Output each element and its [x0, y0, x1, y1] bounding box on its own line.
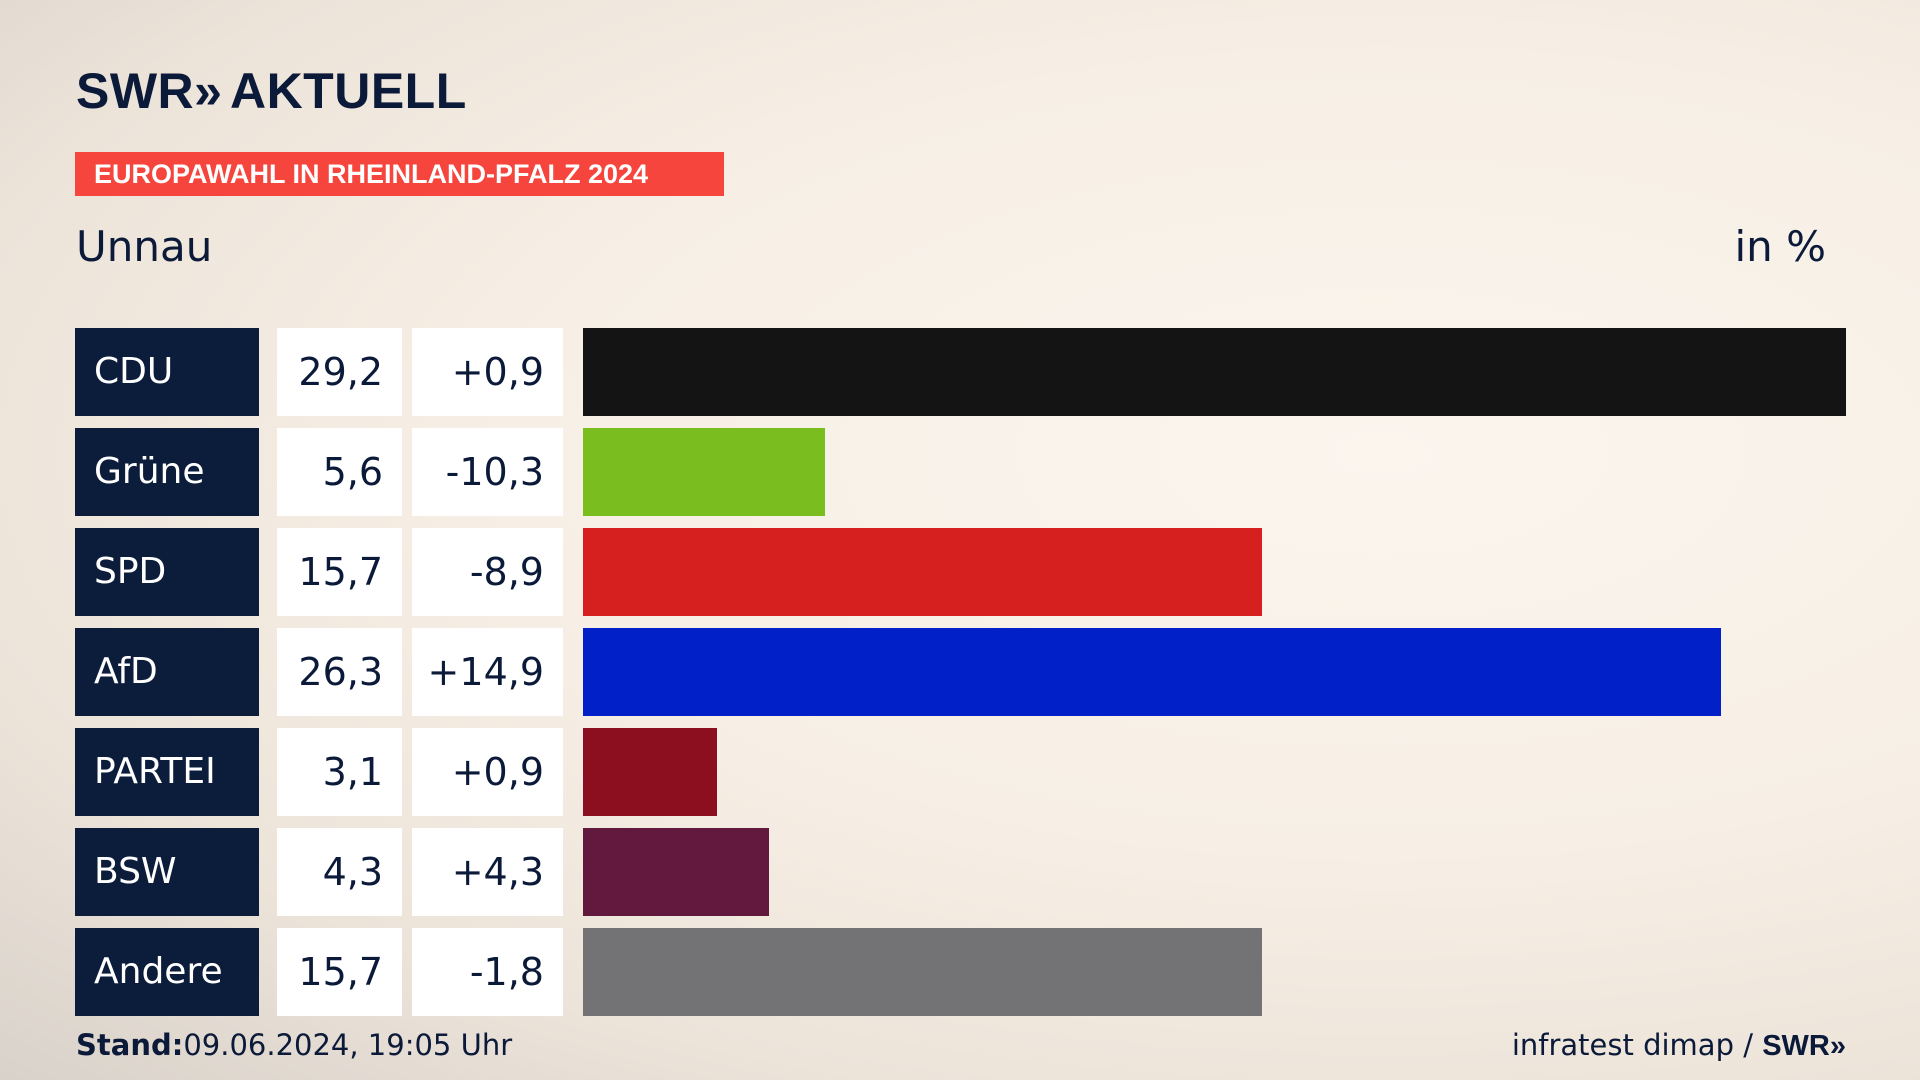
- vote-share-value: 26,3: [277, 628, 402, 716]
- swr-aktuell-logo: SWR» AKTUELL: [76, 63, 467, 119]
- vote-change-value: -10,3: [412, 428, 563, 516]
- party-label: Andere: [75, 928, 259, 1016]
- result-bar: [583, 728, 717, 816]
- result-row: AfD 26,3 +14,9: [75, 628, 1846, 716]
- source-label: infratest dimap /: [1511, 1028, 1753, 1062]
- result-row: Andere 15,7 -1,8: [75, 928, 1846, 1016]
- swr-logo: SWR»: [1762, 1030, 1846, 1062]
- result-bar: [583, 328, 1846, 416]
- vote-change-value: -1,8: [412, 928, 563, 1016]
- result-row: PARTEI 3,1 +0,9: [75, 728, 1846, 816]
- party-label: Grüne: [75, 428, 259, 516]
- vote-change-value: +0,9: [412, 328, 563, 416]
- election-banner: EUROPAWAHL IN RHEINLAND-PFALZ 2024: [75, 152, 724, 196]
- region-title: Unnau: [76, 222, 213, 271]
- result-row: BSW 4,3 +4,3: [75, 828, 1846, 916]
- vote-change-value: +0,9: [412, 728, 563, 816]
- vote-change-value: -8,9: [412, 528, 563, 616]
- source-credit: infratest dimap / SWR»: [1512, 1028, 1846, 1063]
- result-bar: [583, 428, 825, 516]
- vote-share-value: 15,7: [277, 928, 402, 1016]
- vote-change-value: +14,9: [412, 628, 563, 716]
- result-bar: [583, 628, 1721, 716]
- unit-label: in %: [1734, 222, 1826, 271]
- chevron-double-right-icon: »: [194, 63, 222, 119]
- result-row: Grüne 5,6 -10,3: [75, 428, 1846, 516]
- party-label: AfD: [75, 628, 259, 716]
- result-bar: [583, 828, 769, 916]
- vote-share-value: 5,6: [277, 428, 402, 516]
- vote-share-value: 29,2: [277, 328, 402, 416]
- result-bar: [583, 928, 1262, 1016]
- vote-share-value: 4,3: [277, 828, 402, 916]
- result-row: CDU 29,2 +0,9: [75, 328, 1846, 416]
- result-row: SPD 15,7 -8,9: [75, 528, 1846, 616]
- stand-label: Stand:: [76, 1028, 184, 1062]
- vote-share-value: 3,1: [277, 728, 402, 816]
- party-label: SPD: [75, 528, 259, 616]
- party-label: PARTEI: [75, 728, 259, 816]
- chevron-double-right-icon: »: [1829, 1030, 1846, 1062]
- result-bar: [583, 528, 1262, 616]
- vote-share-value: 15,7: [277, 528, 402, 616]
- timestamp: Stand:09.06.2024, 19:05 Uhr: [76, 1028, 512, 1062]
- stand-value: 09.06.2024, 19:05 Uhr: [183, 1028, 513, 1062]
- vote-change-value: +4,3: [412, 828, 563, 916]
- party-label: BSW: [75, 828, 259, 916]
- party-label: CDU: [75, 328, 259, 416]
